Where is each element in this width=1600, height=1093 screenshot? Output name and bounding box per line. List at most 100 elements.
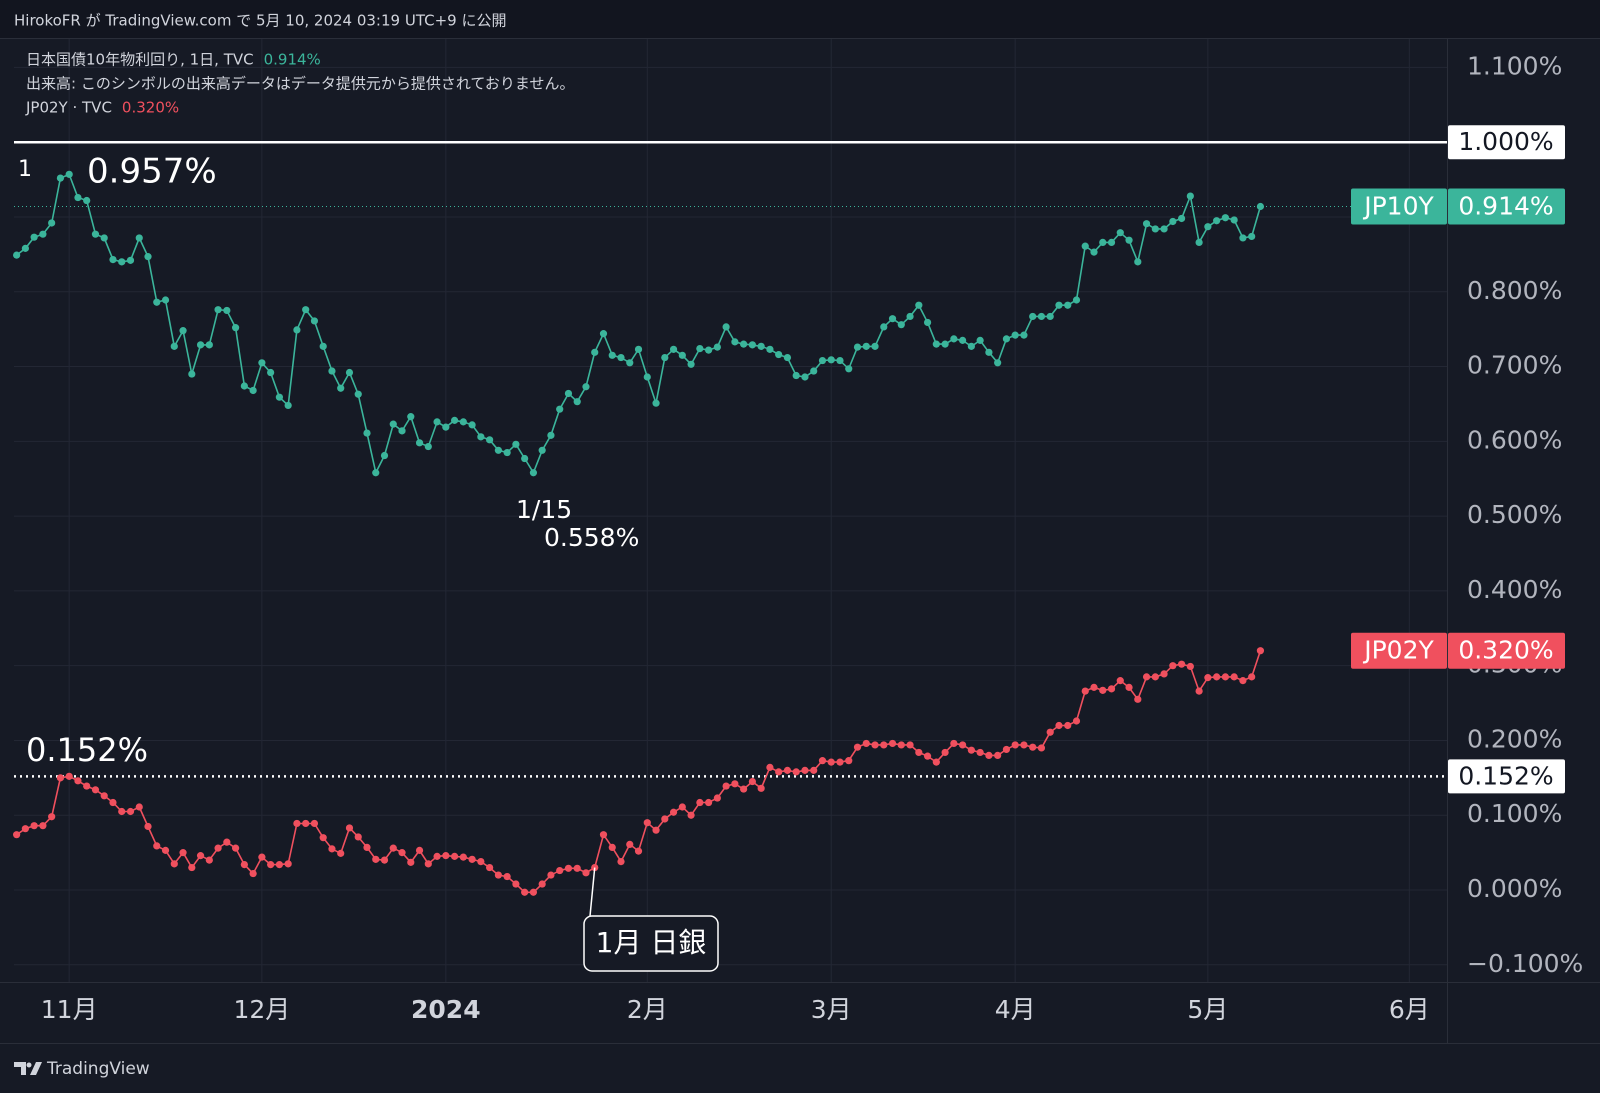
- data-point: [521, 888, 529, 896]
- data-point: [21, 825, 29, 833]
- data-point: [223, 838, 231, 846]
- data-point: [1020, 741, 1028, 749]
- data-point: [731, 338, 739, 346]
- data-point: [494, 446, 502, 454]
- data-point: [126, 807, 135, 816]
- data-point: [1204, 674, 1212, 682]
- data-point: [109, 256, 117, 264]
- data-point: [959, 741, 967, 749]
- data-point: [389, 420, 397, 428]
- data-point: [687, 811, 695, 819]
- legend-text: JP02Y · TVC: [25, 99, 112, 117]
- logo-text: TradingView: [46, 1059, 150, 1079]
- data-point: [407, 858, 415, 866]
- data-point: [310, 317, 319, 325]
- data-point: [1256, 647, 1265, 655]
- data-point: [293, 819, 301, 828]
- data-point: [1125, 236, 1133, 244]
- data-point: [1213, 673, 1221, 681]
- y-tick-label: 0.800%: [1467, 276, 1562, 305]
- data-point: [267, 860, 275, 869]
- data-point: [818, 757, 827, 765]
- data-point: [1020, 331, 1028, 339]
- data-point: [363, 843, 371, 851]
- header-bar: [0, 0, 1600, 38]
- data-point: [608, 351, 616, 359]
- data-point: [713, 343, 721, 351]
- data-point: [967, 746, 975, 754]
- data-point: [766, 763, 774, 771]
- x-tick-label: 12月: [233, 995, 290, 1024]
- data-point: [862, 342, 870, 350]
- data-point: [424, 860, 432, 868]
- data-point: [415, 846, 424, 854]
- data-point: [547, 431, 555, 439]
- data-point: [512, 440, 520, 448]
- data-point: [1186, 192, 1194, 200]
- data-point: [1239, 234, 1247, 242]
- data-point: [372, 855, 380, 863]
- data-point: [617, 353, 625, 362]
- data-point: [232, 844, 240, 852]
- data-point: [363, 429, 371, 437]
- data-point: [775, 768, 783, 776]
- data-point: [818, 356, 827, 365]
- data-point: [1213, 217, 1221, 225]
- data-point: [521, 454, 529, 463]
- data-point: [801, 373, 809, 381]
- legend-text: 出来高: このシンボルの出来高データはデータ提供元から提供されておりません。: [26, 75, 574, 93]
- data-point: [1046, 728, 1054, 736]
- data-point: [792, 768, 800, 776]
- y-tick-label: −0.100%: [1467, 949, 1583, 978]
- data-point: [599, 831, 608, 839]
- data-point: [100, 234, 108, 242]
- data-point: [65, 170, 73, 178]
- data-point: [652, 826, 660, 834]
- x-tick-label: 2024: [411, 995, 481, 1024]
- data-point: [74, 777, 82, 785]
- data-point: [398, 849, 406, 857]
- data-point: [1134, 258, 1142, 266]
- data-point: [118, 258, 126, 266]
- series-value-box: [1448, 188, 1565, 225]
- data-point: [582, 383, 590, 391]
- data-point: [91, 786, 100, 794]
- data-point: [415, 439, 424, 447]
- data-point: [897, 321, 905, 329]
- data-point: [380, 856, 389, 864]
- data-point: [1151, 225, 1159, 233]
- logo-icon: [14, 1062, 42, 1075]
- data-point: [547, 871, 555, 879]
- data-point: [74, 193, 82, 202]
- data-point: [713, 794, 721, 802]
- data-point: [240, 860, 248, 869]
- data-point: [862, 739, 870, 748]
- data-point: [985, 348, 993, 356]
- data-point: [810, 766, 818, 774]
- callout-box: [583, 915, 719, 972]
- data-point: [258, 853, 266, 861]
- data-point: [748, 777, 756, 786]
- data-point: [906, 741, 914, 749]
- data-point: [582, 869, 590, 877]
- annotation: 1/15: [516, 495, 572, 524]
- data-point: [328, 367, 336, 375]
- data-point: [179, 327, 187, 335]
- data-point: [214, 844, 222, 852]
- data-point: [56, 174, 65, 182]
- data-point: [1204, 223, 1212, 231]
- data-point: [56, 774, 65, 782]
- data-point: [380, 451, 389, 460]
- data-point: [109, 798, 117, 807]
- data-point: [293, 326, 301, 334]
- data-point: [1002, 745, 1011, 754]
- data-point: [1099, 238, 1107, 247]
- data-point: [39, 230, 47, 238]
- data-point: [1090, 683, 1098, 691]
- x-tick-label: 6月: [1389, 995, 1430, 1024]
- data-point: [1090, 248, 1098, 256]
- y-tick-label: 1.100%: [1467, 51, 1562, 80]
- data-point: [1072, 296, 1081, 304]
- data-point: [450, 852, 459, 860]
- data-point: [740, 785, 748, 793]
